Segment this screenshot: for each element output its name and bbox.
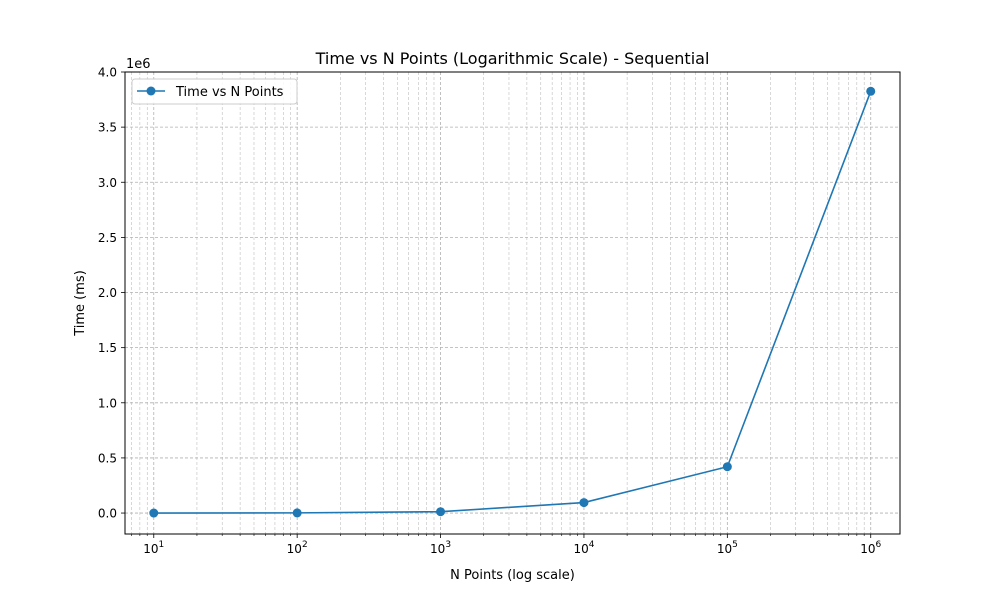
x-tick-label: 106 — [860, 540, 881, 556]
series-layer — [149, 86, 876, 518]
y-tick-label: 0.0 — [98, 507, 117, 521]
y-tick-label: 1.5 — [98, 341, 117, 355]
y-offset-label: 1e6 — [126, 57, 151, 72]
legend-marker-swatch — [146, 86, 156, 96]
data-point — [292, 508, 302, 518]
x-tick-label: 102 — [287, 540, 308, 556]
y-tick-label: 4.0 — [98, 66, 117, 80]
legend: Time vs N Points — [131, 78, 298, 105]
data-point — [579, 498, 589, 508]
y-tick-label: 3.0 — [98, 176, 117, 190]
y-tick-label: 3.5 — [98, 121, 117, 135]
data-point — [866, 86, 876, 96]
legend-box — [131, 78, 298, 105]
x-tick-label: 105 — [717, 540, 738, 556]
x-tick-label: 103 — [430, 540, 451, 556]
x-tick-label: 101 — [143, 540, 164, 556]
y-axis-label: Time (ms) — [73, 270, 88, 337]
chart-title: Time vs N Points (Logarithmic Scale) - S… — [315, 49, 710, 68]
series-line — [153, 91, 872, 514]
plot-frame — [124, 71, 901, 535]
ticks: 101 102 103 104 105 106 0.0 0.5 1.0 1.5 2.0 2.5 3.0 3… — [98, 66, 882, 557]
y-tick-label: 1.0 — [98, 396, 117, 410]
legend-label: Time vs N Points — [175, 85, 284, 100]
data-point — [436, 507, 446, 517]
y-tick-label: 0.5 — [98, 451, 117, 465]
x-tick-label: 104 — [573, 540, 594, 556]
y-tick-label: 2.0 — [98, 286, 117, 300]
grid — [125, 71, 900, 534]
data-point — [722, 462, 732, 472]
x-axis-label: N Points (log scale) — [450, 568, 575, 583]
data-point — [149, 508, 159, 518]
y-tick-label: 2.5 — [98, 231, 117, 245]
